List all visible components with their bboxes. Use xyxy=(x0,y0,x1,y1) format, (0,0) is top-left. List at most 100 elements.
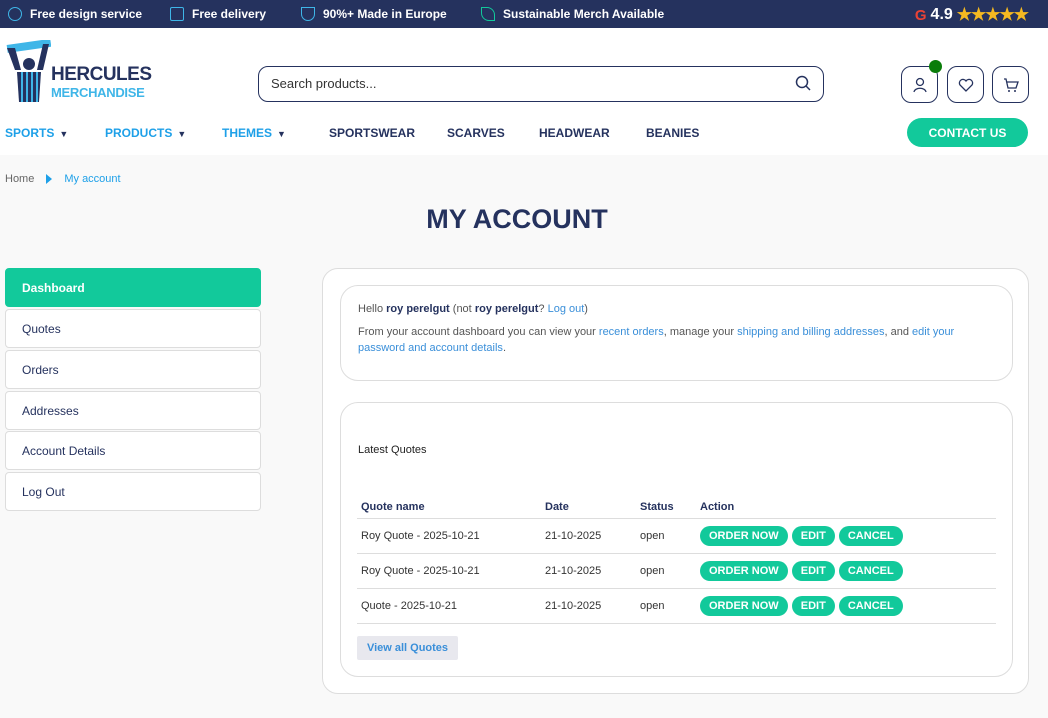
cancel-button[interactable]: CANCEL xyxy=(838,560,903,581)
edit-button[interactable]: EDIT xyxy=(791,595,835,616)
usp-design: Free design service xyxy=(8,7,142,21)
caret-down-icon: ▼ xyxy=(177,129,187,139)
logo-text: HERCULES xyxy=(51,64,152,85)
sidebar-item-account-details[interactable]: Account Details xyxy=(5,431,261,470)
heart-icon xyxy=(958,78,973,92)
usp-sustainable: Sustainable Merch Available xyxy=(481,7,664,21)
search-icon[interactable] xyxy=(795,75,811,91)
account-content: Hello roy perelgut (not roy perelgut? Lo… xyxy=(322,268,1029,694)
sidebar-item-addresses[interactable]: Addresses xyxy=(5,391,261,430)
order-now-button[interactable]: ORDER NOW xyxy=(700,560,788,581)
col-quote-name: Quote name xyxy=(357,496,541,519)
page-title: MY ACCOUNT xyxy=(426,204,608,234)
table-row: Roy Quote - 2025-10-21 21-10-2025 open ORDE… xyxy=(357,553,996,589)
cart-icon xyxy=(1003,77,1019,92)
nav-products[interactable]: PRODUCTS ▼ xyxy=(105,126,186,140)
nav-label: PRODUCTS xyxy=(105,126,173,140)
dashboard-intro: From your account dashboard you can view… xyxy=(358,326,955,354)
usp-label: Free delivery xyxy=(192,7,267,21)
palette-icon xyxy=(8,7,22,21)
account-button[interactable] xyxy=(901,66,938,103)
usp-label: Sustainable Merch Available xyxy=(503,7,665,21)
table-row: Roy Quote - 2025-10-21 21-10-2025 open ORDE… xyxy=(357,518,996,554)
caret-down-icon: ▼ xyxy=(59,129,69,139)
usp-europe: 90%+ Made in Europe xyxy=(301,7,447,21)
quote-status: open xyxy=(636,518,696,554)
wishlist-button[interactable] xyxy=(947,66,984,103)
breadcrumb-home[interactable]: Home xyxy=(5,173,35,185)
user-icon xyxy=(912,77,927,92)
nav-sportswear[interactable]: SPORTSWEAR xyxy=(329,126,416,140)
search-placeholder: Search products... xyxy=(271,76,377,91)
google-logo: G xyxy=(914,6,927,24)
nav-themes[interactable]: THEMES ▼ xyxy=(222,126,286,140)
quote-actions: ORDER NOW EDIT CANCEL xyxy=(696,588,996,624)
quote-actions: ORDER NOW EDIT CANCEL xyxy=(696,518,996,554)
quotes-table: Quote name Date Status Action Roy Quote … xyxy=(357,496,996,624)
cart-button[interactable] xyxy=(992,66,1029,103)
nav-label: SPORTS xyxy=(5,126,55,140)
nav-headwear[interactable]: HEADWEAR xyxy=(539,126,610,140)
quote-actions: ORDER NOW EDIT CANCEL xyxy=(696,553,996,589)
header: HERCULES MERCHANDISE Search products... … xyxy=(0,28,1048,155)
nav-scarves[interactable]: SCARVES xyxy=(447,126,505,140)
logo-subtext: MERCHANDISE xyxy=(51,85,145,100)
edit-button[interactable]: EDIT xyxy=(791,560,835,581)
table-row: Quote - 2025-10-21 21-10-2025 open ORDER NO… xyxy=(357,588,996,624)
table-header: Quote name Date Status Action xyxy=(357,496,996,519)
quote-status: open xyxy=(636,553,696,589)
quote-name: Roy Quote - 2025-10-21 xyxy=(357,553,541,589)
addresses-link[interactable]: shipping and billing addresses xyxy=(737,326,885,338)
welcome-card: Hello roy perelgut (not roy perelgut? Lo… xyxy=(340,285,1013,381)
account-details-link[interactable]: edit your password and account details xyxy=(358,326,955,354)
quote-name: Quote - 2025-10-21 xyxy=(357,588,541,624)
leaf-icon xyxy=(481,7,495,21)
nav-beanies[interactable]: BEANIES xyxy=(646,126,700,140)
cancel-button[interactable]: CANCEL xyxy=(838,595,903,616)
user-name: roy perelgut xyxy=(386,303,450,315)
recent-orders-link[interactable]: recent orders xyxy=(598,326,664,338)
col-status: Status xyxy=(636,496,696,519)
fan-figure-icon xyxy=(6,40,51,102)
truck-icon xyxy=(170,7,184,21)
sidebar-item-dashboard[interactable]: Dashboard xyxy=(5,268,261,307)
cancel-button[interactable]: CANCEL xyxy=(838,525,903,546)
view-all-quotes-button[interactable]: View all Quotes xyxy=(357,636,458,660)
greeting: Hello roy perelgut (not roy perelgut? Lo… xyxy=(358,303,588,315)
quote-name: Roy Quote - 2025-10-21 xyxy=(357,518,541,554)
nav-label: THEMES xyxy=(222,126,273,140)
quote-date: 21-10-2025 xyxy=(541,518,636,554)
quote-date: 21-10-2025 xyxy=(541,553,636,589)
logged-in-indicator xyxy=(929,60,942,73)
order-now-button[interactable]: ORDER NOW xyxy=(700,525,788,546)
logout-link[interactable]: Log out xyxy=(547,303,585,315)
caret-down-icon: ▼ xyxy=(277,129,286,139)
search-input[interactable]: Search products... xyxy=(258,66,824,102)
trophy-icon xyxy=(301,7,315,21)
edit-button[interactable]: EDIT xyxy=(791,525,835,546)
logo[interactable]: HERCULES MERCHANDISE xyxy=(5,40,152,102)
contact-us-button[interactable]: CONTACT US xyxy=(907,118,1028,147)
latest-quotes-card: Latest Quotes Quote name Date Status Act… xyxy=(340,402,1013,677)
breadcrumb-arrow-icon xyxy=(46,174,53,184)
sidebar-item-log-out[interactable]: Log Out xyxy=(5,472,261,511)
google-rating[interactable]: G 4.9 ★★★★★ xyxy=(914,5,1029,25)
breadcrumb-current: My account xyxy=(64,173,121,185)
top-bar: Free design service Free delivery 90%+ M… xyxy=(0,0,1048,28)
rating-value: 4.9 xyxy=(930,6,953,23)
nav-sports[interactable]: SPORTS ▼ xyxy=(5,126,68,140)
user-name: roy perelgut xyxy=(474,303,539,315)
col-action: Action xyxy=(696,496,996,519)
latest-quotes-heading: Latest Quotes xyxy=(358,444,427,456)
usp-label: 90%+ Made in Europe xyxy=(323,7,447,21)
usp-delivery: Free delivery xyxy=(170,7,266,21)
sidebar-item-quotes[interactable]: Quotes xyxy=(5,309,261,348)
order-now-button[interactable]: ORDER NOW xyxy=(700,595,788,616)
quote-status: open xyxy=(636,588,696,624)
sidebar-item-orders[interactable]: Orders xyxy=(5,350,261,389)
col-date: Date xyxy=(541,496,636,519)
star-icons: ★★★★★ xyxy=(956,5,1029,24)
quote-date: 21-10-2025 xyxy=(541,588,636,624)
usp-label: Free design service xyxy=(30,7,143,21)
breadcrumb: Home My account xyxy=(5,173,121,185)
